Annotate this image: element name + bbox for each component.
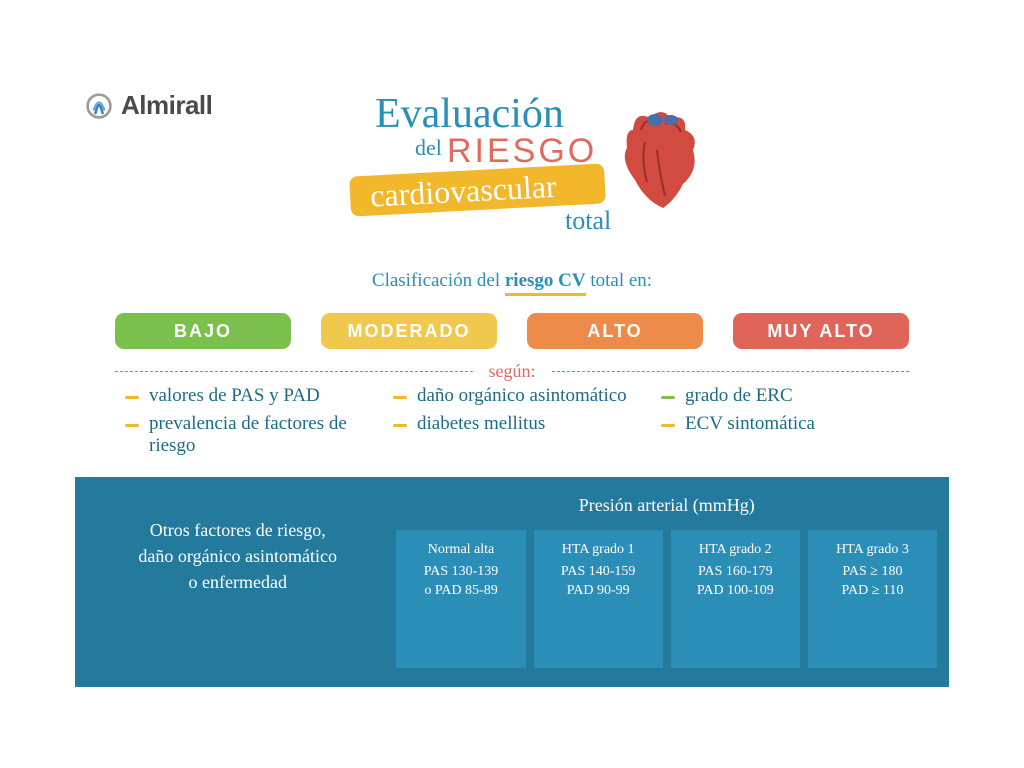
dash-icon	[661, 396, 675, 399]
factor-text: daño orgánico asintomático	[417, 385, 627, 407]
bp-title: Presión arterial (mmHg)	[396, 495, 937, 516]
factor-item: grado de ERC	[661, 385, 899, 407]
bp-l2: PAS ≥ 180	[812, 562, 933, 582]
factor-text: prevalencia de factores de riesgo	[149, 413, 363, 457]
infographic-canvas: Almirall Evaluación del RIESGO cardiovas…	[55, 55, 969, 695]
factor-text: grado de ERC	[685, 385, 793, 407]
dash-icon	[125, 424, 139, 427]
bp-l3: PAD 100-109	[675, 581, 796, 601]
dash-icon	[393, 396, 407, 399]
bp-l2: PAS 140-159	[538, 562, 659, 582]
factor-text: ECV sintomática	[685, 413, 815, 435]
divider-left	[115, 371, 473, 372]
logo-text: Almirall	[121, 90, 212, 121]
bp-col-2: HTA grado 2 PAS 160-179 PAD 100-109	[671, 530, 800, 668]
bp-col-0: Normal alta PAS 130-139 o PAD 85-89	[396, 530, 525, 668]
title-evaluacion: Evaluación	[375, 90, 564, 138]
risk-level-row: BAJO MODERADO ALTO MUY ALTO	[115, 313, 909, 349]
bp-l2: PAS 130-139	[400, 562, 521, 582]
bp-l3: PAD ≥ 110	[812, 581, 933, 601]
logo-mark-icon	[85, 92, 113, 120]
left-line: daño orgánico asintomático	[87, 543, 388, 569]
factor-item: prevalencia de factores de riesgo	[125, 413, 363, 457]
factor-text: diabetes mellitus	[417, 413, 545, 435]
subtitle-underlined: riesgo CV	[505, 270, 586, 296]
table-left-header: Otros factores de riesgo, daño orgánico …	[87, 495, 388, 687]
bp-hdr: Normal alta	[400, 540, 521, 560]
anatomical-heart-icon	[605, 100, 715, 220]
divider-label: según:	[473, 361, 552, 382]
subtitle-pre: Clasificación del	[372, 270, 505, 291]
bp-col-3: HTA grado 3 PAS ≥ 180 PAD ≥ 110	[808, 530, 937, 668]
risk-bajo: BAJO	[115, 313, 291, 349]
bp-hdr: HTA grado 2	[675, 540, 796, 560]
factor-item: daño orgánico asintomático	[393, 385, 631, 407]
factor-item: diabetes mellitus	[393, 413, 631, 457]
factor-grid: valores de PAS y PAD daño orgánico asint…	[125, 385, 899, 457]
bp-hdr: HTA grado 3	[812, 540, 933, 560]
bp-columns-row: Normal alta PAS 130-139 o PAD 85-89 HTA …	[396, 530, 937, 668]
title-block: Evaluación del RIESGO cardiovascular tot…	[335, 90, 735, 240]
factor-text: valores de PAS y PAD	[149, 385, 320, 407]
title-del: del	[415, 135, 442, 161]
bp-table: Otros factores de riesgo, daño orgánico …	[75, 477, 949, 687]
factor-item: ECV sintomática	[661, 413, 899, 457]
risk-alto: ALTO	[527, 313, 703, 349]
bp-l3: o PAD 85-89	[400, 581, 521, 601]
classification-subtitle: Clasificación del riesgo CV total en:	[55, 270, 969, 292]
table-right: Presión arterial (mmHg) Normal alta PAS …	[396, 495, 937, 687]
divider-right	[552, 371, 910, 372]
subtitle-post: total en:	[586, 270, 652, 291]
factor-item: valores de PAS y PAD	[125, 385, 363, 407]
bp-l3: PAD 90-99	[538, 581, 659, 601]
dash-icon	[661, 424, 675, 427]
left-line: Otros factores de riesgo,	[87, 517, 388, 543]
dash-icon	[393, 424, 407, 427]
brand-logo: Almirall	[85, 90, 212, 121]
bp-col-1: HTA grado 1 PAS 140-159 PAD 90-99	[534, 530, 663, 668]
title-cardiovascular: cardiovascular	[369, 167, 557, 214]
risk-muy-alto: MUY ALTO	[733, 313, 909, 349]
dash-icon	[125, 396, 139, 399]
bp-l2: PAS 160-179	[675, 562, 796, 582]
risk-moderado: MODERADO	[321, 313, 497, 349]
left-line: o enfermedad	[87, 569, 388, 595]
bp-hdr: HTA grado 1	[538, 540, 659, 560]
segun-divider: según:	[115, 361, 909, 382]
